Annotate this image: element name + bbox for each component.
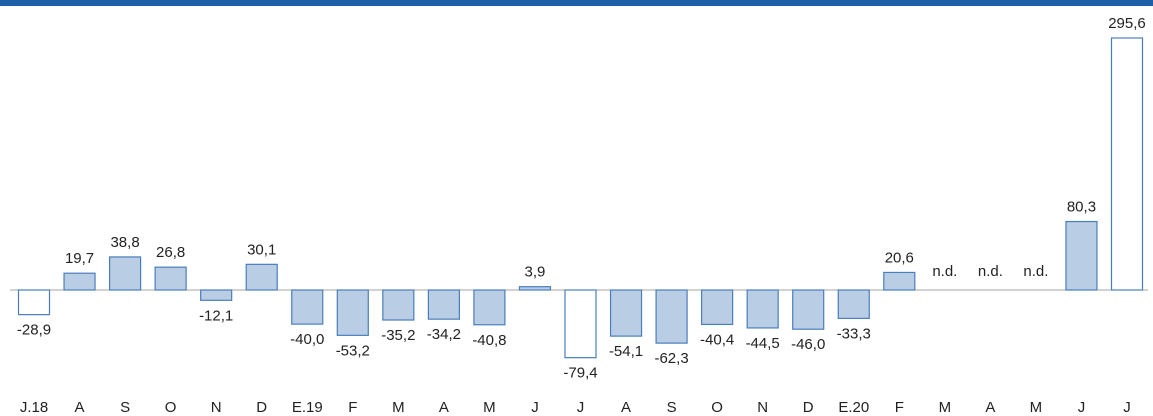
- bar: [609, 289, 643, 337]
- value-label: -34,2: [427, 326, 461, 343]
- bar: [200, 289, 233, 301]
- x-tick-label: D: [256, 399, 267, 416]
- x-tick-label: M: [392, 399, 405, 416]
- value-label: n.d.: [1023, 263, 1048, 280]
- bar: [382, 289, 415, 321]
- bar: [154, 266, 187, 291]
- bar: [701, 289, 734, 326]
- bar: [746, 289, 779, 329]
- bar: [1110, 37, 1144, 291]
- x-tick-label: O: [165, 399, 177, 416]
- x-tick-label: J: [1078, 399, 1086, 416]
- bar: [1065, 220, 1098, 291]
- x-tick-label: M: [939, 399, 952, 416]
- value-label: n.d.: [932, 263, 957, 280]
- x-tick-label: J: [577, 399, 585, 416]
- value-label: 80,3: [1067, 199, 1096, 216]
- bar: [883, 271, 916, 291]
- value-label: -12,1: [199, 307, 233, 324]
- value-label: -40,8: [472, 332, 506, 349]
- x-tick-label: E.20: [838, 399, 869, 416]
- value-label: n.d.: [978, 263, 1003, 280]
- x-tick-label: J.18: [20, 399, 48, 416]
- top-band: [0, 0, 1153, 6]
- value-label: 3,9: [525, 264, 546, 281]
- value-label: -44,5: [746, 335, 780, 352]
- x-tick-label: A: [439, 399, 449, 416]
- x-tick-label: S: [120, 399, 130, 416]
- value-label: -40,4: [700, 331, 734, 348]
- bar: [518, 286, 552, 291]
- x-tick-label: M: [483, 399, 496, 416]
- value-label: -79,4: [563, 365, 597, 382]
- bar: [336, 289, 369, 336]
- x-tick-label: A: [75, 399, 85, 416]
- bar: [427, 289, 460, 320]
- value-label: 19,7: [65, 250, 94, 267]
- bar: [63, 272, 96, 291]
- x-tick-label: A: [621, 399, 631, 416]
- value-label: -40,0: [290, 331, 324, 348]
- value-label: -53,2: [336, 342, 370, 359]
- x-tick-label: D: [803, 399, 814, 416]
- value-label: -33,3: [837, 325, 871, 342]
- x-tick-label: M: [1030, 399, 1043, 416]
- x-tick-label: J: [531, 399, 539, 416]
- x-tick-label: O: [711, 399, 723, 416]
- value-label: 295,6: [1108, 15, 1146, 32]
- bar: [837, 289, 870, 319]
- value-label: -46,0: [791, 336, 825, 353]
- value-label: -54,1: [609, 343, 643, 360]
- value-label: 26,8: [156, 244, 185, 261]
- x-tick-label: F: [895, 399, 904, 416]
- value-label: -62,3: [654, 350, 688, 367]
- x-tick-label: J: [1123, 399, 1131, 416]
- value-label: 30,1: [247, 241, 276, 258]
- x-tick-label: E.19: [292, 399, 323, 416]
- x-tick-label: F: [348, 399, 357, 416]
- bar: [17, 289, 51, 316]
- x-tick-label: N: [211, 399, 222, 416]
- bar: [108, 256, 142, 291]
- bar: [245, 263, 278, 291]
- value-label: -35,2: [381, 327, 415, 344]
- x-tick-label: S: [667, 399, 677, 416]
- x-tick-label: A: [985, 399, 995, 416]
- bar: [792, 289, 825, 330]
- bar: [473, 289, 506, 326]
- bar: [655, 289, 688, 344]
- value-label: 38,8: [110, 234, 139, 251]
- bar: [291, 289, 324, 325]
- value-label: 20,6: [885, 249, 914, 266]
- bar: [564, 289, 597, 359]
- value-label: -28,9: [17, 322, 51, 339]
- x-tick-label: N: [757, 399, 768, 416]
